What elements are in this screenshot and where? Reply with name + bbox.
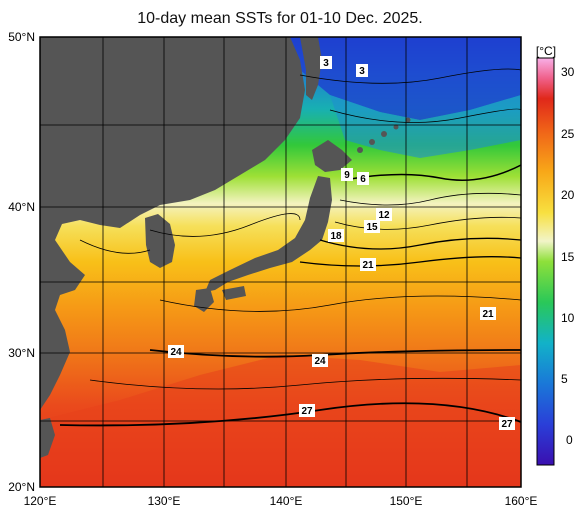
lat-label: 30°N [8, 346, 35, 360]
land-asia [40, 37, 305, 410]
lon-label: 150°E [390, 494, 423, 508]
colorbar-tick: 30 [561, 65, 575, 79]
land-taiwan [40, 418, 55, 458]
contour-label: 3 [323, 58, 329, 69]
isotherm [319, 237, 521, 250]
contour-label: 6 [360, 174, 366, 185]
plot-area: 3 3 9 6 12 15 18 21 21 24 24 27 27 [40, 37, 521, 487]
contour-label: 21 [362, 260, 374, 271]
contour-label: 24 [170, 347, 182, 358]
colorbar-unit: [°C] [536, 44, 556, 58]
land-korea [145, 214, 175, 268]
cool-water-region [330, 95, 521, 158]
colorbar-scale [536, 57, 555, 466]
isotherm [159, 295, 521, 312]
lat-label: 20°N [8, 480, 35, 494]
contour-label: 12 [378, 210, 390, 221]
contour-label: 18 [330, 231, 342, 242]
lat-label: 40°N [8, 200, 35, 214]
isotherm [329, 108, 521, 123]
latitude-axis: 50°N 40°N 30°N 20°N [8, 30, 35, 494]
cold-water-region [290, 37, 521, 120]
lon-label: 160°E [505, 494, 538, 508]
colorbar-tick: 10 [561, 311, 575, 325]
land-kuril-islands [357, 117, 411, 153]
contour-label: 27 [501, 419, 513, 430]
map-frame [39, 36, 522, 488]
contour-labels: 3 3 9 6 12 15 18 21 21 24 24 27 27 [168, 56, 515, 430]
lon-label: 120°E [24, 494, 57, 508]
isotherm [344, 164, 521, 181]
graticule [40, 37, 521, 487]
lon-label: 130°E [148, 494, 181, 508]
contour-label: 15 [366, 222, 378, 233]
land-honshu [205, 176, 332, 292]
contour-label: 3 [359, 66, 365, 77]
isotherm [89, 377, 521, 390]
isotherms [59, 68, 521, 427]
lat-label: 50°N [8, 30, 35, 44]
land-shikoku [222, 286, 246, 300]
colorbar-tick: 5 [561, 372, 568, 386]
colorbar-tick: 20 [561, 188, 575, 202]
land-hokkaido [312, 140, 352, 172]
colorbar-tick: 15 [561, 250, 575, 264]
map-title: 10-day mean SSTs for 01-10 Dec. 2025. [137, 10, 423, 27]
isotherm [334, 216, 521, 230]
longitude-axis: 120°E 130°E 140°E 150°E 160°E [24, 494, 538, 508]
isotherm [299, 256, 521, 267]
isotherm [299, 68, 521, 84]
isotherm [79, 239, 151, 254]
lon-label: 140°E [270, 494, 303, 508]
land-sakhalin [300, 37, 322, 100]
contour-label: 21 [482, 309, 494, 320]
isotherm [339, 192, 521, 206]
colorbar-tick: 0 [566, 433, 573, 447]
colorbar-tick: 25 [561, 127, 575, 141]
isotherm [149, 213, 301, 237]
isotherm [59, 402, 521, 427]
land-kyushu [194, 288, 214, 312]
colorbar: [°C] 30 25 20 15 10 5 0 [536, 44, 575, 466]
contour-label: 27 [301, 406, 313, 417]
contour-label: 24 [314, 356, 326, 367]
contour-label: 9 [344, 170, 350, 181]
